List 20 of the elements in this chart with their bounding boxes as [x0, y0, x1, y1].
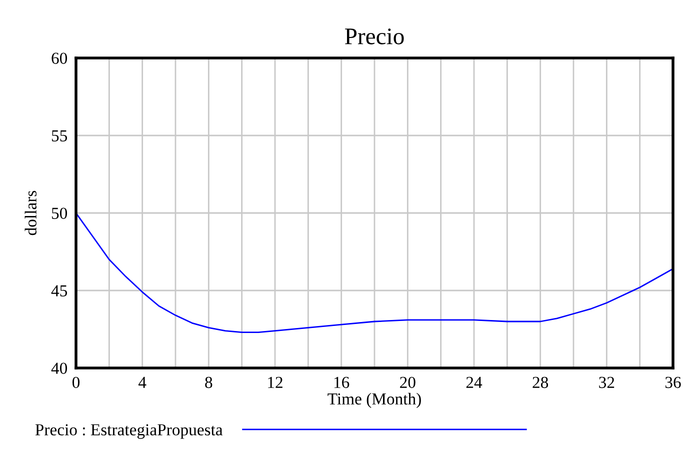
y-tick-label: 60	[52, 52, 68, 64]
chart-title: Precio	[345, 28, 404, 44]
x-tick-label: 24	[466, 376, 482, 388]
y-tick-label: 50	[52, 208, 68, 219]
y-tick-label: 40	[51, 362, 68, 374]
x-tick-label: 36	[665, 376, 681, 388]
text: Precio : EstrategiaPropuesta	[35, 424, 223, 439]
y-tick-label: 55	[52, 130, 68, 142]
x-tick-label: 12	[268, 376, 282, 388]
x-tick-label: 8	[205, 376, 212, 388]
x-tick-label: 32	[599, 376, 614, 388]
x-tick-label: 28	[532, 376, 548, 388]
x-tick-label: 4	[138, 376, 146, 388]
line-series	[76, 212, 673, 334]
y-tick-label: 45	[51, 285, 68, 296]
y-axis-title: dollars	[24, 190, 37, 236]
x-tick-label: 20	[400, 376, 416, 388]
x-axis-title: Time (Month)	[328, 392, 421, 408]
x-tick-label: 16	[334, 376, 350, 388]
x-tick-label: 0	[72, 376, 80, 388]
